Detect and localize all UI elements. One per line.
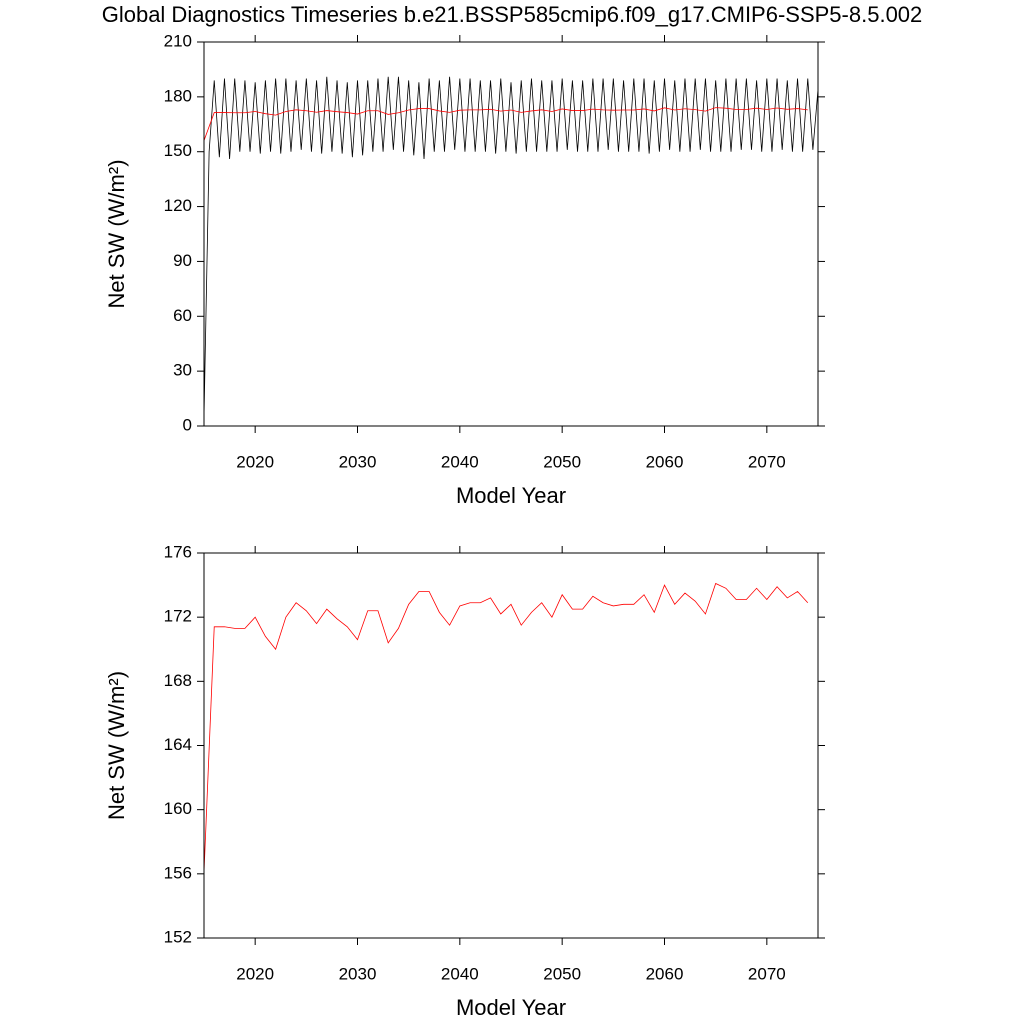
plot-frame (203, 552, 819, 939)
y-tick-label: 160 (164, 799, 192, 818)
y-tick-label: 30 (173, 361, 192, 380)
y-tick-label: 168 (164, 671, 192, 690)
x-tick-label: 2030 (339, 452, 377, 471)
x-tick-label: 2040 (441, 452, 479, 471)
x-tick-label: 2050 (543, 964, 581, 983)
x-tick-label: 2060 (646, 964, 684, 983)
y-tick-label: 156 (164, 863, 192, 882)
x-tick-label: 2060 (646, 452, 684, 471)
y-tick-label: 176 (164, 542, 192, 561)
y-tick-label: 90 (173, 251, 192, 270)
x-tick-label: 2070 (748, 964, 786, 983)
y-tick-label: 152 (164, 927, 192, 946)
x-tick-label: 2040 (441, 964, 479, 983)
y-tick-label: 164 (164, 735, 192, 754)
y-tick-label: 0 (183, 415, 192, 434)
x-tick-label: 2050 (543, 452, 581, 471)
y-tick-label: 150 (164, 141, 192, 160)
x-tick-label: 2020 (236, 964, 274, 983)
x-axis-label: Model Year (456, 995, 566, 1020)
data-line (203, 76, 819, 417)
x-tick-label: 2030 (339, 964, 377, 983)
x-axis-label: Model Year (456, 483, 566, 508)
y-tick-label: 120 (164, 196, 192, 215)
y-axis-label: Net SW (W/m²) (104, 159, 129, 308)
data-line (203, 582, 809, 873)
y-tick-label: 60 (173, 306, 192, 325)
chart-title: Global Diagnostics Timeseries b.e21.BSSP… (102, 2, 923, 27)
x-tick-label: 2020 (236, 452, 274, 471)
y-axis-label: Net SW (W/m²) (104, 671, 129, 820)
x-tick-label: 2070 (748, 452, 786, 471)
y-tick-label: 180 (164, 86, 192, 105)
data-line (203, 107, 808, 141)
y-tick-label: 210 (164, 31, 192, 50)
y-tick-label: 172 (164, 607, 192, 626)
plot-frame (203, 41, 819, 427)
